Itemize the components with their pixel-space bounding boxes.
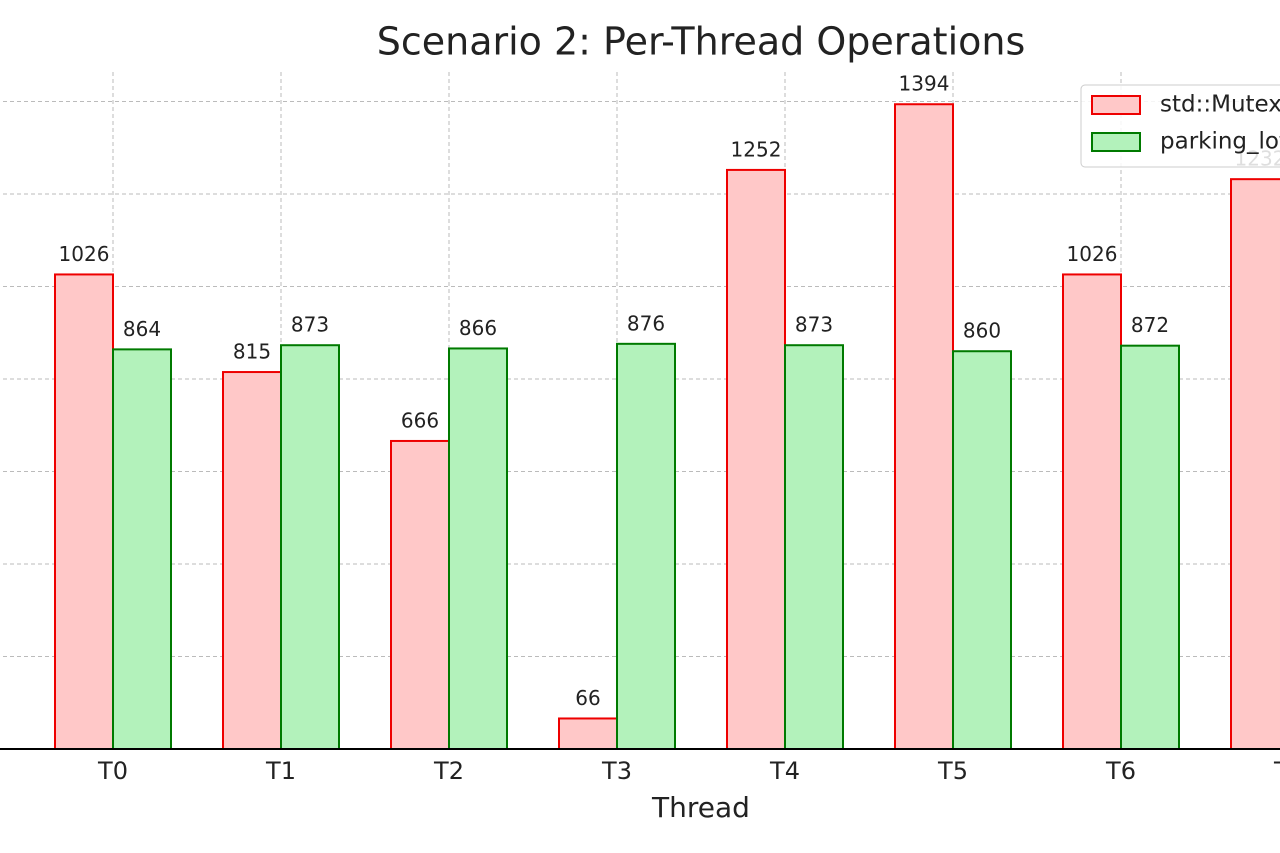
data-label: 864 xyxy=(123,317,161,341)
data-label: 873 xyxy=(795,313,833,337)
legend-label: parking_lot xyxy=(1160,129,1280,155)
data-label: 873 xyxy=(291,313,329,337)
data-label: 1252 xyxy=(731,137,782,161)
data-label: 872 xyxy=(1131,313,1169,337)
legend-swatch xyxy=(1091,95,1141,115)
x-tick-label: T0 xyxy=(97,757,128,785)
bar xyxy=(558,717,618,751)
bar xyxy=(726,168,786,750)
bar xyxy=(222,371,282,750)
bar xyxy=(784,344,844,750)
bar xyxy=(448,347,508,750)
x-tick-label: T4 xyxy=(769,757,800,785)
x-tick-label: T3 xyxy=(601,757,632,785)
data-label: 866 xyxy=(459,316,497,340)
bar xyxy=(1230,178,1280,751)
bar xyxy=(280,344,340,750)
data-label: 1394 xyxy=(899,72,950,96)
data-label: 815 xyxy=(233,340,271,364)
bar xyxy=(894,103,954,750)
data-label: 1026 xyxy=(1067,242,1118,266)
data-label: 860 xyxy=(963,319,1001,343)
bar xyxy=(390,439,450,750)
bar xyxy=(616,342,676,750)
x-tick-label: T5 xyxy=(937,757,968,785)
legend-label: std::Mutex xyxy=(1160,92,1280,118)
x-tick-label: T7 xyxy=(1273,757,1280,785)
legend-swatch xyxy=(1091,132,1141,152)
data-label: 876 xyxy=(627,311,665,335)
chart-title: Scenario 2: Per-Thread Operations xyxy=(377,20,1026,64)
bar xyxy=(54,273,114,750)
bar xyxy=(952,350,1012,750)
data-label: 666 xyxy=(401,408,439,432)
x-tick-label: T1 xyxy=(265,757,296,785)
x-tick-label: T6 xyxy=(1105,757,1136,785)
data-label: 1026 xyxy=(59,242,110,266)
bar xyxy=(1120,344,1180,750)
x-tick-label: T2 xyxy=(433,757,464,785)
x-axis-label: Thread xyxy=(651,791,750,824)
bar xyxy=(112,348,172,750)
data-label: 66 xyxy=(575,686,600,710)
bar xyxy=(1062,273,1122,750)
